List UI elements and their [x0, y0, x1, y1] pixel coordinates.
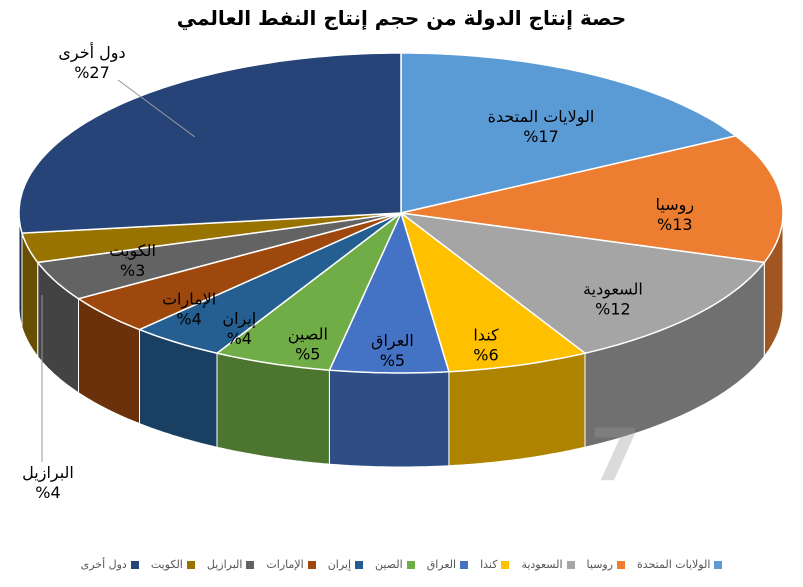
- chart-title: حصة إنتاج الدولة من حجم إنتاج النفط العا…: [176, 6, 627, 30]
- slice-label-value-4: %5: [380, 351, 405, 370]
- legend-label-4: العراق: [426, 558, 457, 571]
- legend-item-5: الصين: [375, 558, 415, 571]
- slice-label-name-10: دول أخرى: [58, 42, 125, 63]
- legend-item-10: دول أخرى: [81, 558, 139, 571]
- pie-tops: [18, 52, 784, 374]
- slice-label-name-5: الصين: [288, 324, 328, 344]
- pie-slice-4: [328, 210, 450, 374]
- slice-label-name-0: الولايات المتحدة: [488, 107, 595, 127]
- pie-slice-0: [400, 52, 738, 214]
- pie-slice-8: [36, 212, 402, 300]
- legend-label-0: الولايات المتحدة: [637, 558, 711, 571]
- slice-label-value-2: %12: [595, 299, 631, 318]
- legend-label-5: الصين: [375, 558, 403, 571]
- slice-label-value-3: %6: [473, 346, 498, 365]
- legend-label-1: روسيا: [586, 558, 614, 571]
- pie-slice-2: [398, 211, 766, 355]
- pie-side-4: [328, 369, 450, 468]
- pie-side-5: [216, 352, 330, 465]
- pie-slice-10: [18, 52, 402, 234]
- legend-label-6: إيران: [327, 558, 352, 571]
- pie-slice-3: [399, 211, 587, 373]
- legend-item-8: البرازيل: [207, 558, 255, 571]
- svg-text:7: 7: [590, 413, 640, 497]
- slice-label-name-3: كندا: [473, 326, 499, 345]
- slice-label-value-8: %4: [35, 483, 60, 502]
- pie-slice-7: [76, 212, 402, 331]
- legend-label-10: دول أخرى: [80, 558, 127, 571]
- slice-label-name-1: روسيا: [656, 195, 695, 215]
- legend-label-9: الكويت: [150, 558, 183, 571]
- legend-swatch-3: [501, 561, 510, 569]
- legend-swatch-1: [617, 561, 626, 569]
- slice-label-value-0: %17: [523, 127, 559, 146]
- slice-label-value-10: %27: [74, 63, 110, 82]
- slice-label-value-5: %5: [295, 344, 320, 363]
- slice-label-value-7: %4: [176, 309, 201, 328]
- slice-label-value-1: %13: [657, 215, 693, 234]
- pie-slice-6: [137, 212, 402, 355]
- leader-line-10: [117, 79, 195, 138]
- legend-swatch-7: [307, 561, 316, 569]
- legend-swatch-4: [460, 561, 469, 569]
- slice-label-name-9: الكويت: [109, 241, 156, 261]
- legend-item-9: الكويت: [151, 558, 195, 571]
- pie-labels: الولايات المتحدة%17 روسيا%13 السعودية%12 كن…: [22, 42, 694, 502]
- legend-item-3: كندا: [480, 558, 510, 571]
- legend-label-8: البرازيل: [206, 558, 243, 571]
- chart-legend: الولايات المتحدة روسيا السعودية كندا العراق ا…: [0, 558, 803, 571]
- pie-sides: [18, 213, 784, 468]
- legend-swatch-6: [355, 561, 364, 569]
- slice-label-name-6: إيران: [222, 309, 256, 329]
- slice-label-value-9: %3: [120, 261, 145, 280]
- pie-slice-1: [400, 135, 784, 264]
- slice-label-name-8: البرازيل: [22, 463, 74, 483]
- watermark-logo: 7: [590, 413, 640, 497]
- legend-label-7: الإمارات: [266, 558, 304, 571]
- slice-label-name-2: السعودية: [583, 279, 643, 299]
- legend-swatch-5: [406, 561, 415, 569]
- legend-item-6: إيران: [327, 558, 364, 571]
- slice-label-name-7: الإمارات: [162, 289, 216, 309]
- pie-slice-9: [20, 212, 402, 264]
- pie-slice-5: [215, 212, 402, 371]
- legend-label-3: كندا: [480, 558, 498, 571]
- legend-swatch-10: [130, 561, 139, 569]
- legend-item-4: العراق: [426, 558, 469, 571]
- legend-swatch-2: [566, 561, 575, 569]
- legend-label-2: السعودية: [521, 558, 563, 571]
- slice-label-name-4: العراق: [371, 331, 414, 351]
- legend-item-0: الولايات المتحدة: [637, 558, 723, 571]
- legend-item-7: الإمارات: [266, 558, 316, 571]
- slice-label-value-6: %4: [227, 329, 252, 348]
- legend-swatch-9: [186, 561, 195, 569]
- legend-item-2: السعودية: [521, 558, 575, 571]
- legend-swatch-8: [246, 561, 255, 569]
- legend-swatch-0: [714, 561, 723, 569]
- legend-item-1: روسيا: [587, 558, 626, 571]
